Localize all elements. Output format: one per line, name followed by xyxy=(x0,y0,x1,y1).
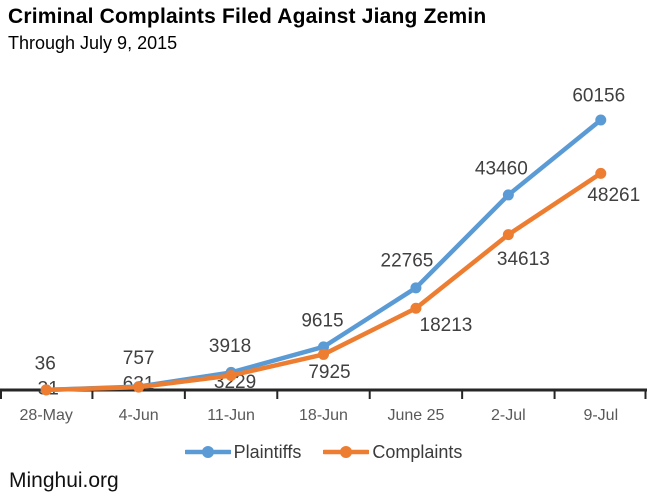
plaintiffs-data-label: 3918 xyxy=(209,336,251,357)
source-attribution: Minghui.org xyxy=(9,469,119,492)
legend-item-complaints: Complaints xyxy=(323,442,462,463)
plaintiffs-data-label: 36 xyxy=(35,353,56,374)
plaintiffs-point-marker xyxy=(318,341,329,353)
plaintiffs-data-label: 9615 xyxy=(301,310,343,331)
complaints-point-marker xyxy=(410,302,422,314)
legend-label: Plaintiffs xyxy=(233,441,302,462)
x-axis-label: 18-Jun xyxy=(299,407,348,424)
plaintiffs-data-label: 43460 xyxy=(475,158,528,179)
chart-title: Criminal Complaints Filed Against Jiang … xyxy=(8,5,487,28)
x-axis-label: 4-Jun xyxy=(119,407,159,424)
plaintiffs-legend-marker-icon xyxy=(184,446,231,458)
plaintiffs-data-label: 22765 xyxy=(381,250,434,271)
x-axis-label: 9-Jul xyxy=(583,407,618,424)
plaintiffs-data-label: 60156 xyxy=(572,86,625,107)
complaints-data-label: 34613 xyxy=(497,249,550,270)
complaints-data-label: 7925 xyxy=(308,362,350,383)
x-axis-label: 2-Jul xyxy=(491,407,526,424)
legend-item-plaintiffs: Plaintiffs xyxy=(184,441,302,463)
complaints-point-marker xyxy=(133,381,145,393)
complaints-data-label: 48261 xyxy=(587,185,640,206)
chart-legend: Plaintiffs Complaints xyxy=(0,438,647,466)
complaints-point-marker xyxy=(502,229,514,241)
plaintiffs-point-marker xyxy=(595,114,607,126)
x-axis-label: 28-May xyxy=(20,407,73,424)
legend-dot xyxy=(201,446,214,458)
legend-label: Complaints xyxy=(372,441,463,462)
line-chart-plot-area: 28-May 4-Jun 11-Jun 18-Jun June 25 2-Jul 9-Jul… xyxy=(0,86,647,424)
x-axis-label: 11-Jun xyxy=(207,407,255,424)
complaints-point-marker xyxy=(225,370,237,382)
legend-dot xyxy=(340,446,353,458)
x-axis-label: June 25 xyxy=(387,407,444,424)
complaints-legend-marker-icon xyxy=(323,446,370,458)
plaintiffs-point-marker xyxy=(410,282,422,294)
chart-subtitle: Through July 9, 2015 xyxy=(8,33,178,53)
plaintiffs-point-marker xyxy=(502,189,514,201)
plaintiffs-data-label: 757 xyxy=(123,348,155,369)
complaints-point-marker xyxy=(595,167,607,179)
complaints-point-marker xyxy=(318,348,329,360)
complaints-data-label: 18213 xyxy=(420,315,473,336)
complaints-point-marker xyxy=(40,384,52,396)
